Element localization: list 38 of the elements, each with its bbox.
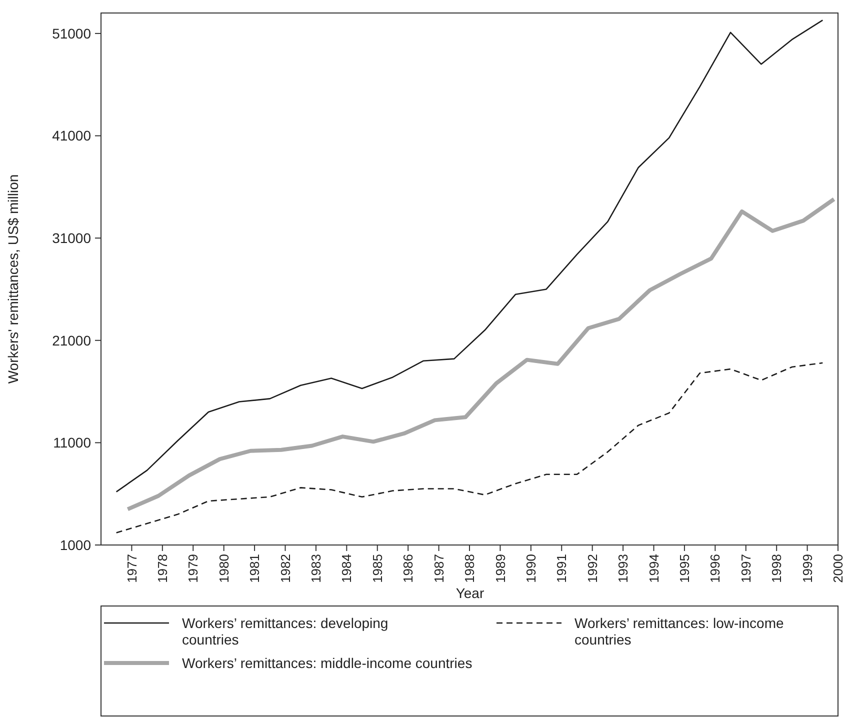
x-tick-label: 1978 (154, 554, 170, 583)
x-tick-label: 1990 (523, 554, 538, 583)
x-tick-label: 1991 (554, 554, 570, 583)
x-tick-label: 1984 (339, 554, 354, 583)
line-series (126, 197, 836, 512)
line-series (116, 20, 824, 492)
line-series (116, 362, 824, 534)
legend-label: Workers’ remittances: developing countries (182, 614, 388, 648)
x-tick-label: 1988 (462, 554, 478, 583)
legend-label: Workers’ remittances: middle-income countries (182, 654, 472, 671)
x-tick-label: 1982 (278, 554, 293, 583)
x-tick-label: 1977 (124, 554, 140, 583)
x-tick-label: 1994 (646, 554, 662, 583)
x-tick-label: 1986 (400, 554, 416, 583)
x-tick-label: 1995 (677, 554, 692, 583)
x-tick-label: 1987 (431, 554, 446, 583)
y-axis-title: Workers' remittances, US$ million (5, 174, 21, 384)
x-tick-label: 1983 (308, 554, 324, 583)
y-tick-label: 11000 (53, 434, 92, 451)
x-axis-title: Year (456, 585, 484, 601)
x-tick-label: 1980 (216, 554, 232, 583)
y-tick-label: 41000 (52, 128, 92, 144)
x-tick-label: 1992 (584, 554, 600, 583)
y-tick-label: 1000 (60, 536, 92, 553)
x-tick-label: 1989 (492, 554, 508, 583)
legend-label: Workers’ remittances: low-income countries (574, 614, 784, 648)
x-tick-label: 1993 (616, 554, 631, 583)
y-tick-label: 31000 (52, 230, 92, 246)
x-tick-label: 2000 (830, 554, 846, 583)
y-tick-label: 51000 (52, 25, 92, 42)
y-tick-label: 21000 (52, 332, 92, 348)
x-tick-label: 1979 (186, 554, 201, 583)
x-tick-label: 1997 (738, 554, 754, 583)
x-tick-label: 1985 (370, 554, 385, 583)
x-tick-label: 1981 (247, 554, 262, 583)
x-tick-label: 1999 (800, 554, 815, 583)
x-tick-label: 1998 (769, 554, 784, 583)
x-tick-label: 1996 (708, 554, 723, 583)
